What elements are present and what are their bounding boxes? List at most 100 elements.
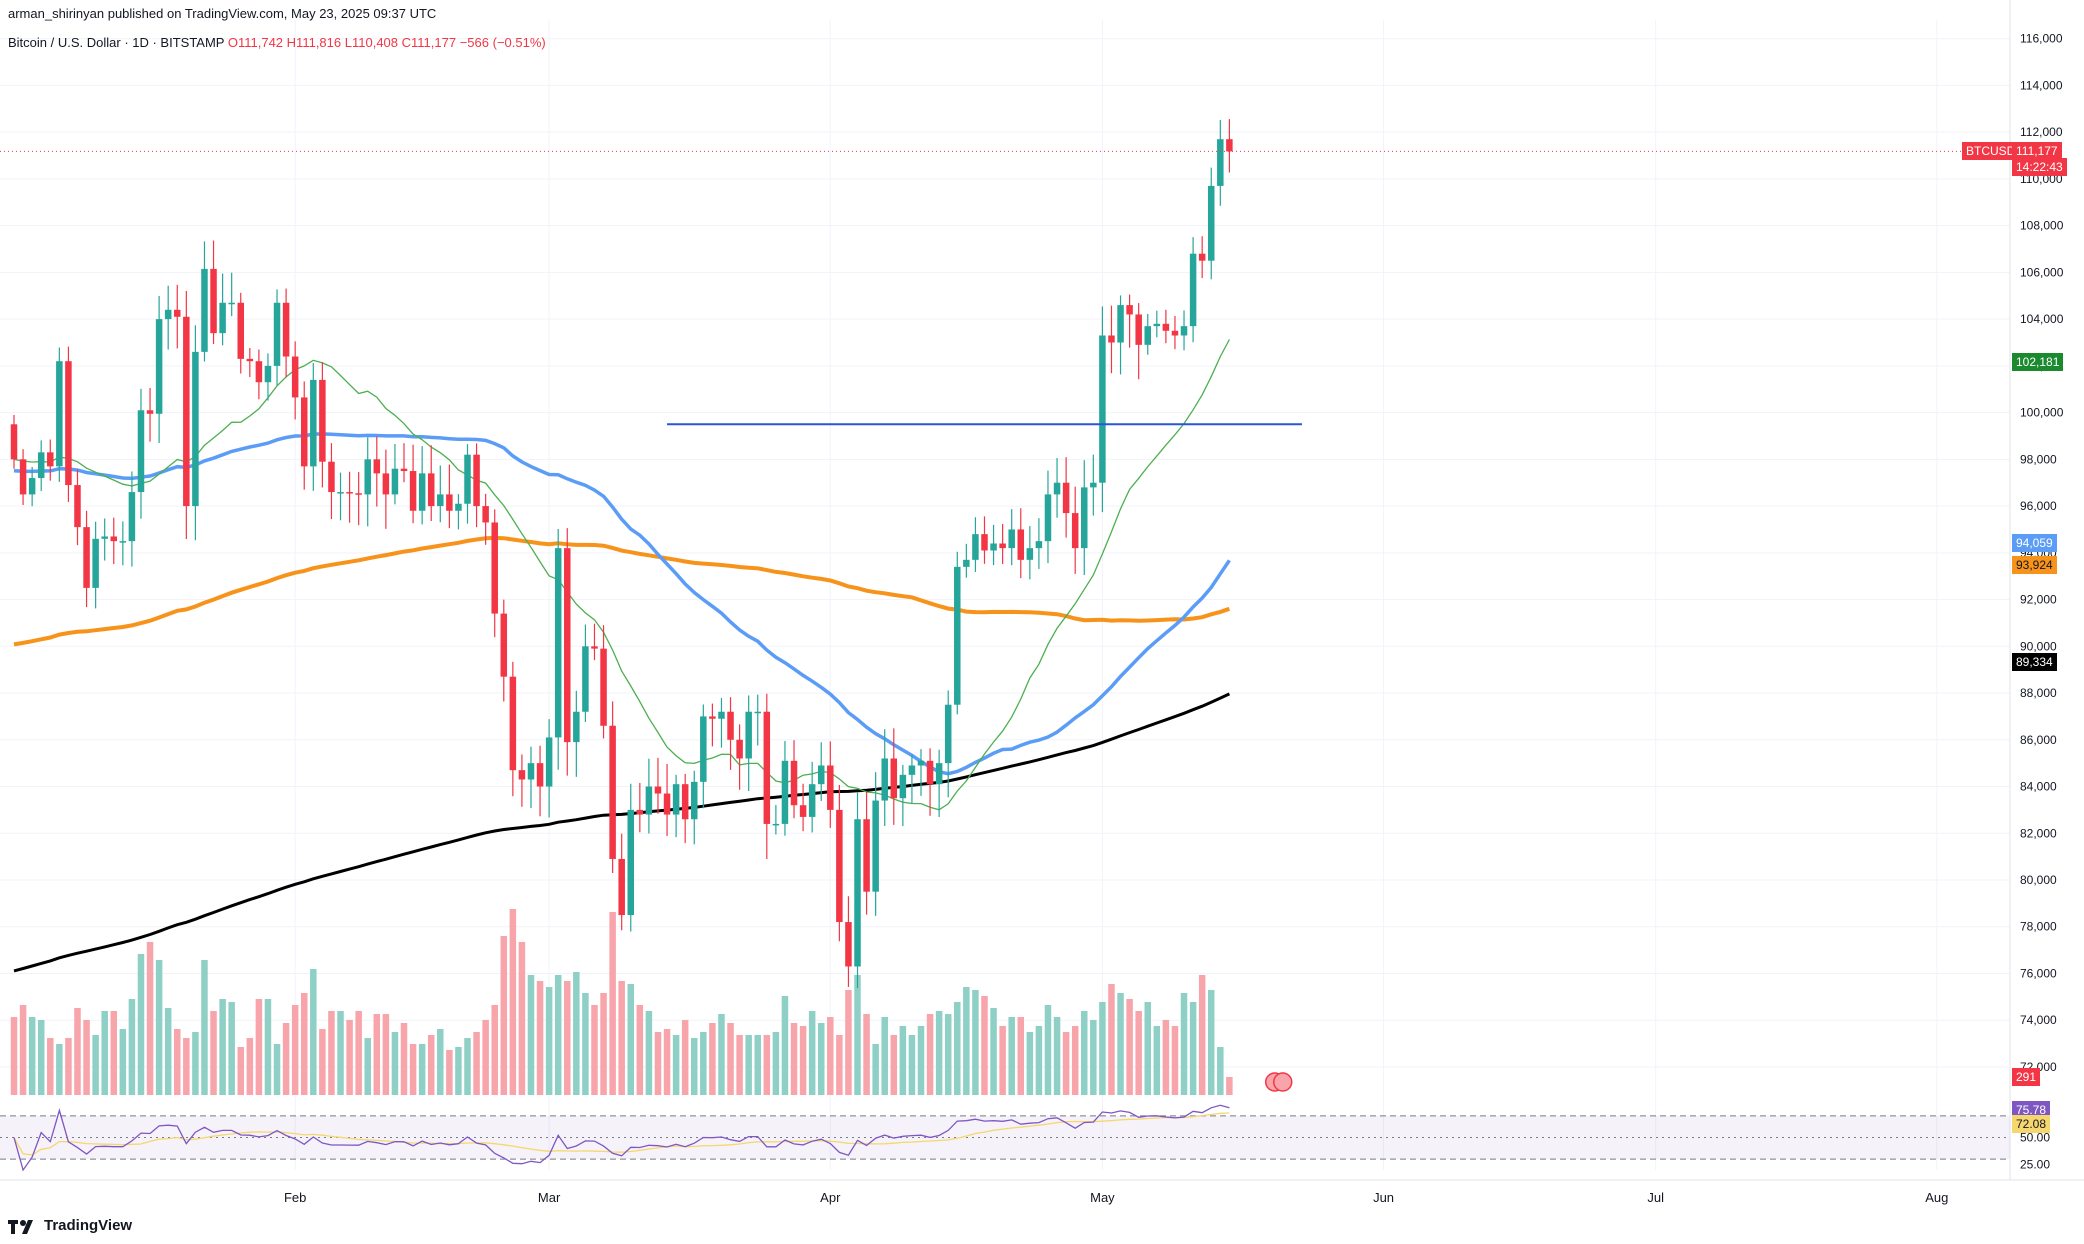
tradingview-logo[interactable]: TradingView: [8, 1217, 132, 1234]
volume-bar: [10, 1017, 18, 1095]
volume-bar: [110, 1011, 118, 1095]
time-tick-label: Aug: [1925, 1190, 1948, 1205]
price-tick-label: 106,000: [2020, 265, 2064, 279]
volume-bar: [228, 1002, 235, 1095]
volume-bar: [310, 969, 317, 1095]
candle-body: [65, 361, 72, 486]
candle-body: [373, 459, 381, 474]
volume-bar: [446, 1050, 453, 1095]
volume-bar: [19, 1005, 27, 1095]
volume-bar: [1171, 1026, 1179, 1095]
price-tick-label: 112,000: [2020, 125, 2063, 139]
volume-bar: [917, 1026, 925, 1095]
volume-bar: [128, 999, 136, 1095]
volume-bar: [409, 1044, 417, 1095]
candle-body: [554, 548, 562, 738]
volume-bar: [908, 1035, 916, 1095]
volume-bar: [536, 981, 544, 1095]
price-tick-label: 84,000: [2020, 780, 2057, 794]
symbol-title[interactable]: Bitcoin / U.S. Dollar · 1D · BITSTAMP: [8, 35, 225, 50]
candle-body: [718, 711, 725, 719]
volume-bar: [627, 984, 635, 1095]
volume-bar: [37, 1020, 45, 1095]
volume-bar: [382, 1014, 390, 1095]
volume-bar: [427, 1035, 435, 1095]
volume-bar: [1090, 1020, 1097, 1095]
candle-body: [210, 268, 217, 334]
candle-body: [781, 760, 789, 824]
volume-bar: [636, 1005, 644, 1095]
volume-bar: [718, 1014, 725, 1095]
candle-body: [899, 774, 907, 799]
ma-50-label: 94,059: [2012, 534, 2057, 553]
volume-bar: [201, 960, 208, 1095]
volume-bar: [291, 1005, 299, 1095]
volume-bar: [935, 1011, 943, 1095]
volume-bar: [473, 1032, 480, 1095]
candle-body: [500, 613, 508, 677]
ma-50-line: [13, 432, 1231, 776]
candle-body: [437, 494, 444, 507]
volume-bar: [137, 954, 145, 1095]
price-tick-label: 90,000: [2020, 639, 2057, 653]
candle-body: [663, 793, 671, 815]
candle-body: [872, 800, 879, 892]
volume-bar: [237, 1047, 244, 1095]
candle-body: [935, 763, 943, 785]
candle-body: [382, 473, 390, 495]
candle-body: [1144, 326, 1151, 345]
time-axis[interactable]: Feb Mar Apr May Jun Jul Aug: [284, 1190, 1948, 1205]
price-tick-label: 92,000: [2020, 593, 2057, 607]
candle-body: [355, 493, 362, 495]
volume-bar: [609, 912, 616, 1095]
volume-bar: [600, 993, 607, 1095]
candle-body: [137, 410, 145, 493]
candle-body: [754, 711, 761, 714]
volume-bar: [482, 1020, 489, 1095]
candle-body: [473, 454, 480, 507]
candle-body: [364, 459, 371, 495]
volume-bar: [554, 975, 562, 1095]
price-tick-label: 96,000: [2020, 499, 2057, 513]
candle-body: [972, 534, 979, 560]
volume-bar: [337, 1011, 344, 1095]
rsi-tick-label: 50.00: [2020, 1131, 2050, 1145]
candle-body: [926, 760, 934, 785]
candle-body: [636, 809, 644, 815]
candle-body: [709, 716, 716, 719]
candle-body: [1071, 513, 1079, 549]
volume-bar: [509, 909, 517, 1095]
event-flag-icon: [1272, 1072, 1293, 1092]
volume-bar: [183, 1038, 190, 1095]
candle-body: [817, 765, 825, 785]
volume-bar: [464, 1038, 471, 1095]
volume-bar: [1198, 975, 1206, 1095]
candle-body: [736, 739, 743, 759]
candle-body: [799, 805, 807, 817]
price-tick-label: 114,000: [2020, 78, 2063, 92]
candle-body: [772, 823, 780, 826]
candle-body: [19, 459, 27, 495]
grid: [0, 0, 2084, 1181]
volume-bar: [1126, 999, 1133, 1095]
volume-bar: [246, 1038, 254, 1095]
volume-bar: [654, 1032, 662, 1095]
volume-bar: [1008, 1017, 1015, 1095]
last-price-label: 111,177: [2012, 142, 2062, 161]
volume-bar: [836, 1035, 843, 1095]
time-tick-label: Apr: [820, 1190, 841, 1205]
volume-bar: [881, 1017, 888, 1095]
candle-body: [310, 379, 317, 467]
candle-body: [700, 716, 707, 782]
candle-body: [518, 770, 526, 780]
volume-bar: [192, 1032, 199, 1095]
candle-body: [228, 302, 235, 305]
candle-body: [545, 737, 553, 787]
candle-body: [600, 648, 607, 726]
price-tick-label: 104,000: [2020, 312, 2064, 326]
price-axis[interactable]: 72,00074,00076,00078,00080,00082,00084,0…: [2020, 32, 2064, 1074]
volume-bar: [28, 1017, 36, 1095]
volume-bar: [164, 1008, 172, 1095]
ma-200-label: 89,334: [2012, 652, 2057, 671]
